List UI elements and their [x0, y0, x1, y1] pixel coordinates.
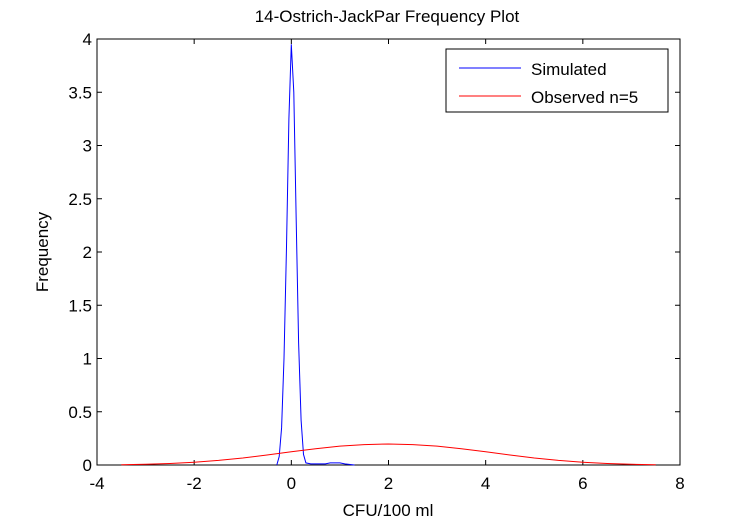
y-axis-label: Frequency — [33, 211, 52, 292]
y-tick-label: 3 — [83, 137, 92, 156]
y-tick-label: 1 — [83, 350, 92, 369]
legend-box — [445, 48, 669, 113]
x-tick-label: 6 — [578, 474, 587, 493]
x-axis-ticks: -4 -2 0 2 4 6 8 — [89, 39, 685, 493]
x-tick-label: 8 — [675, 474, 684, 493]
series-layer — [121, 44, 656, 466]
y-tick-label: 2 — [83, 243, 92, 262]
y-tick-label: 4 — [83, 30, 92, 49]
x-axis-label: CFU/100 ml — [343, 501, 434, 520]
x-tick-label: -4 — [89, 474, 104, 493]
x-tick-label: 4 — [481, 474, 490, 493]
chart-title: 14-Ostrich-JackPar Frequency Plot — [255, 7, 520, 26]
series-line-simulated — [276, 44, 355, 466]
y-tick-label: 0 — [83, 456, 92, 475]
y-tick-label: 2.5 — [68, 190, 92, 209]
legend-label-simulated: Simulated — [531, 60, 607, 79]
x-tick-label: -2 — [187, 474, 202, 493]
x-tick-label: 0 — [287, 474, 296, 493]
y-tick-label: 1.5 — [68, 296, 92, 315]
legend: Simulated Observed n=5 — [445, 48, 669, 113]
y-tick-label: 0.5 — [68, 403, 92, 422]
y-tick-label: 3.5 — [68, 83, 92, 102]
x-tick-label: 2 — [384, 474, 393, 493]
series-line-observed — [121, 443, 656, 466]
legend-label-observed: Observed n=5 — [531, 88, 638, 107]
y-axis-ticks: 0 0.5 1 1.5 2 2.5 3 3.5 4 — [68, 30, 680, 475]
